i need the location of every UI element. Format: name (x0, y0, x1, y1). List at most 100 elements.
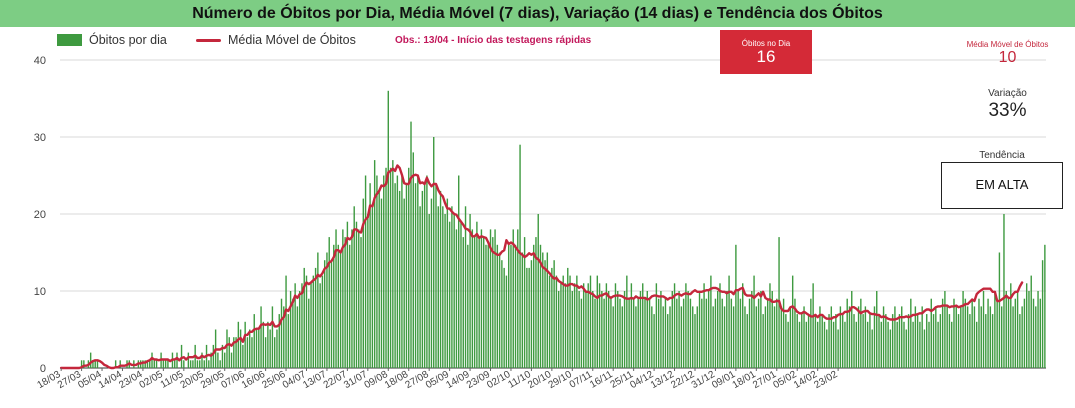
bar-deaths (1035, 306, 1037, 368)
bar-deaths (707, 291, 710, 368)
bar-deaths (235, 337, 237, 368)
bar-deaths (242, 344, 244, 368)
bar-deaths (776, 298, 778, 368)
bar-deaths (678, 291, 680, 368)
bar-deaths (1005, 291, 1007, 368)
bar-deaths (353, 206, 355, 368)
legend-line-label: Média Móvel de Óbitos (228, 33, 356, 47)
bar-deaths (467, 244, 469, 368)
bar-deaths (728, 275, 730, 368)
bar-deaths (496, 244, 499, 368)
bar-deaths (507, 244, 510, 368)
bar-deaths (410, 121, 412, 368)
bar-deaths (1037, 291, 1039, 368)
bar-deaths (821, 314, 823, 368)
bar-deaths (505, 275, 508, 368)
bar-deaths (189, 360, 192, 368)
bar-deaths (264, 337, 267, 368)
y-tick-label: 30 (34, 132, 46, 144)
bar-deaths (408, 167, 410, 368)
bar-deaths (923, 329, 926, 368)
bar-deaths (844, 321, 846, 368)
bar-deaths (780, 306, 783, 368)
bar-deaths (957, 314, 960, 368)
bar-deaths (351, 229, 353, 368)
bar-deaths (83, 360, 85, 368)
bar-deaths (248, 329, 251, 368)
bar-deaths (951, 321, 953, 368)
variation-value: 33% (988, 100, 1027, 121)
legend-bars[interactable]: Óbitos por dia (57, 33, 167, 47)
bar-deaths (512, 229, 514, 368)
bar-deaths (226, 329, 228, 368)
bar-deaths (273, 337, 276, 368)
bar-deaths (587, 283, 589, 368)
bar-deaths (610, 298, 612, 368)
bar-deaths (537, 214, 539, 368)
bar-deaths (446, 198, 449, 368)
bar-deaths (285, 275, 287, 368)
bar-deaths (662, 306, 664, 368)
bar-deaths (926, 314, 928, 368)
bar-deaths (453, 214, 455, 368)
bar-deaths (837, 329, 839, 368)
bar-deaths (916, 314, 919, 368)
bar-deaths (907, 314, 910, 368)
bar-deaths (473, 237, 476, 368)
bar-deaths (367, 214, 369, 368)
bar-deaths (333, 244, 335, 368)
bar-deaths (819, 306, 821, 368)
bar-deaths (487, 244, 489, 368)
bar-deaths (1025, 283, 1028, 368)
bar-deaths (1007, 298, 1010, 368)
bar-deaths (671, 291, 673, 368)
bar-deaths (982, 291, 985, 368)
bar-deaths (114, 360, 117, 368)
bar-deaths (337, 244, 340, 368)
bar-deaths (560, 283, 562, 368)
bar-deaths (303, 267, 305, 368)
bar-deaths (439, 190, 442, 368)
bar-deaths (580, 298, 583, 368)
bar-deaths (394, 183, 396, 368)
bar-deaths (501, 260, 503, 368)
bar-deaths (523, 237, 526, 368)
bar-deaths (364, 175, 367, 368)
bar-deaths (267, 321, 269, 368)
bar-deaths (155, 360, 158, 368)
bar-deaths (757, 298, 760, 368)
bar-deaths (939, 314, 942, 368)
bar-deaths (851, 291, 853, 368)
bar-deaths (705, 298, 708, 368)
bar-deaths (426, 175, 428, 368)
bar-deaths (1019, 314, 1021, 368)
legend-line[interactable]: Média Móvel de Óbitos (196, 33, 356, 47)
bar-deaths (605, 283, 608, 368)
bar-deaths (912, 321, 914, 368)
x-tick-label: 23/02 (812, 369, 840, 391)
bar-deaths (905, 329, 907, 368)
bar-deaths (635, 306, 637, 368)
bar-deaths (360, 237, 362, 368)
bar-deaths (798, 321, 801, 368)
bar-deaths (301, 283, 303, 368)
bar-deaths (224, 352, 226, 368)
bar-deaths (149, 360, 151, 368)
y-tick-label: 10 (34, 286, 46, 298)
bar-deaths (589, 275, 592, 368)
bar-deaths (1016, 291, 1019, 368)
bar-deaths (828, 314, 830, 368)
bar-deaths (239, 329, 242, 368)
bar-deaths (655, 283, 658, 368)
bar-deaths (314, 267, 317, 368)
moving-avg-label: Média Móvel de Óbitos (966, 40, 1049, 49)
bar-deaths (221, 344, 224, 368)
bar-deaths (510, 244, 512, 368)
moving-avg-value: 10 (998, 49, 1017, 66)
bar-deaths (598, 283, 601, 368)
bar-deaths (714, 298, 717, 368)
bar-deaths (748, 298, 751, 368)
bar-deaths (826, 329, 828, 368)
bar-deaths (637, 298, 639, 368)
bar-deaths (498, 252, 501, 368)
